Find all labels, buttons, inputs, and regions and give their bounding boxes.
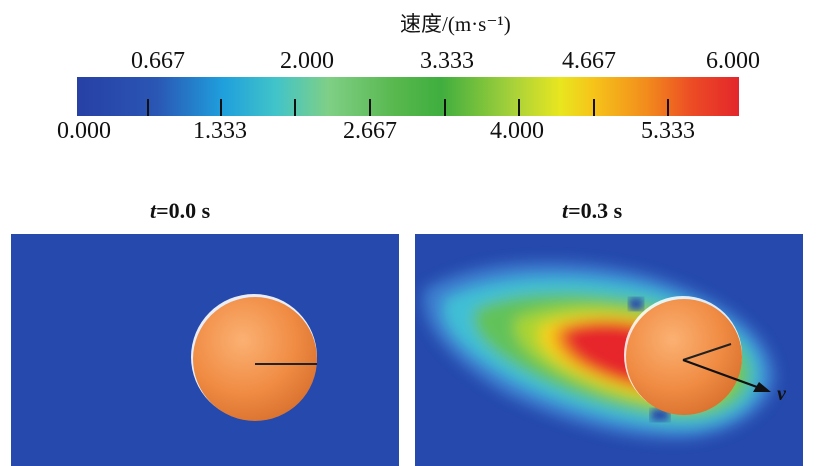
colorbar-title: 速度/(m·s⁻¹) [400, 12, 511, 36]
velocity-field-panel-t0 [11, 234, 399, 466]
panel-title-left: t=0.0 s [150, 198, 211, 223]
velocity-label: v [777, 383, 787, 405]
colorbar-tick-label-top: 6.000 [706, 48, 760, 74]
colorbar-tick-mark [220, 99, 222, 116]
colorbar-tick-mark [667, 99, 669, 116]
colorbar-tick-label-bottom: 1.333 [193, 118, 247, 144]
colorbar [77, 77, 739, 116]
colorbar-tick-mark [518, 99, 520, 116]
colorbar-tick-mark [593, 99, 595, 116]
colorbar-tick-label-top: 2.000 [280, 48, 334, 74]
colorbar-tick-label-top: 0.667 [131, 48, 185, 74]
colorbar-tick-mark [294, 99, 296, 116]
colorbar-tick-mark [147, 99, 149, 116]
velocity-field-panel-t03: v [415, 234, 803, 466]
velocity-vector [682, 358, 758, 389]
colorbar-tick-label-bottom: 0.000 [57, 118, 111, 144]
radius-line [682, 343, 732, 361]
wake-gap [629, 298, 643, 310]
panel-title-right: t=0.3 s [562, 198, 623, 223]
sphere [193, 297, 317, 421]
sphere [626, 299, 742, 415]
colorbar-tick-label-bottom: 5.333 [641, 118, 695, 144]
colorbar-tick-mark [444, 99, 446, 116]
wake-gap [651, 409, 669, 421]
colorbar-tick-label-bottom: 2.667 [343, 118, 397, 144]
colorbar-tick-label-top: 4.667 [562, 48, 616, 74]
colorbar-tick-label-bottom: 4.000 [490, 118, 544, 144]
velocity-arrowhead [753, 382, 771, 392]
colorbar-tick-mark [369, 99, 371, 116]
colorbar-tick-label-top: 3.333 [420, 48, 474, 74]
